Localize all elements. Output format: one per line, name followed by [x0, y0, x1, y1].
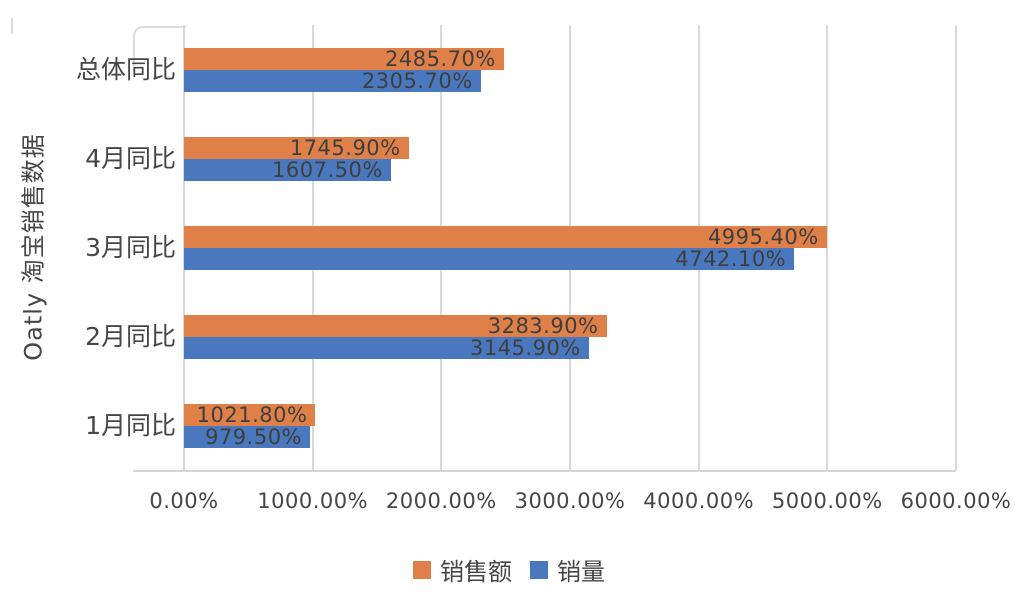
chart-border-fragment — [11, 18, 13, 34]
category-label: 总体同比 — [75, 54, 176, 84]
bar-销量: 1607.50% — [184, 157, 391, 182]
bar-value-label: 4995.40% — [707, 224, 819, 249]
bar-销量: 3145.90% — [184, 335, 589, 360]
bar-value-label: 1021.80% — [196, 402, 308, 427]
bar-value-label: 3283.90% — [487, 313, 599, 338]
bar-销量: 4742.10% — [184, 246, 795, 271]
category-label: 1月同比 — [85, 410, 176, 440]
bar-销售额: 4995.40% — [184, 224, 827, 249]
bar-value-label: 1745.90% — [289, 135, 401, 160]
bar-value-label: 3145.90% — [469, 335, 581, 360]
category-label: 4月同比 — [85, 143, 176, 173]
category-label: 3月同比 — [85, 232, 176, 262]
legend-swatch — [530, 560, 548, 579]
legend-label: 销售额 — [440, 558, 512, 586]
value-axis-line — [133, 470, 956, 472]
bar-销量: 979.50% — [184, 424, 311, 449]
bar-value-label: 2305.70% — [361, 68, 473, 93]
plot-border-corner — [133, 26, 186, 74]
x-tick-label: 2000.00% — [385, 489, 497, 513]
gridline — [826, 25, 829, 470]
bar-销售额: 1021.80% — [184, 402, 316, 427]
bar-销售额: 3283.90% — [184, 313, 607, 338]
legend-swatch — [413, 560, 431, 579]
x-tick-label: 1000.00% — [257, 489, 369, 513]
x-tick-label: 5000.00% — [771, 489, 883, 513]
bar-value-label: 1607.50% — [272, 157, 383, 182]
legend-item-销量: 销量 — [530, 552, 605, 587]
bar-value-label: 979.50% — [205, 424, 303, 449]
bar-销售额: 1745.90% — [184, 135, 409, 160]
bar-value-label: 4742.10% — [675, 246, 787, 271]
x-tick-label: 0.00% — [149, 489, 219, 513]
x-tick-label: 6000.00% — [900, 489, 1012, 513]
category-label: 2月同比 — [85, 321, 176, 351]
x-tick-label: 4000.00% — [643, 489, 755, 513]
bar-销量: 2305.70% — [184, 68, 481, 93]
legend-label: 销量 — [557, 558, 605, 586]
bar-销售额: 2485.70% — [184, 46, 504, 71]
legend: 销售额 销量 — [0, 552, 1018, 587]
gridline — [955, 25, 957, 470]
x-tick-label: 3000.00% — [514, 489, 626, 513]
legend-item-销售额: 销售额 — [413, 552, 512, 587]
bar-value-label: 2485.70% — [385, 46, 496, 71]
